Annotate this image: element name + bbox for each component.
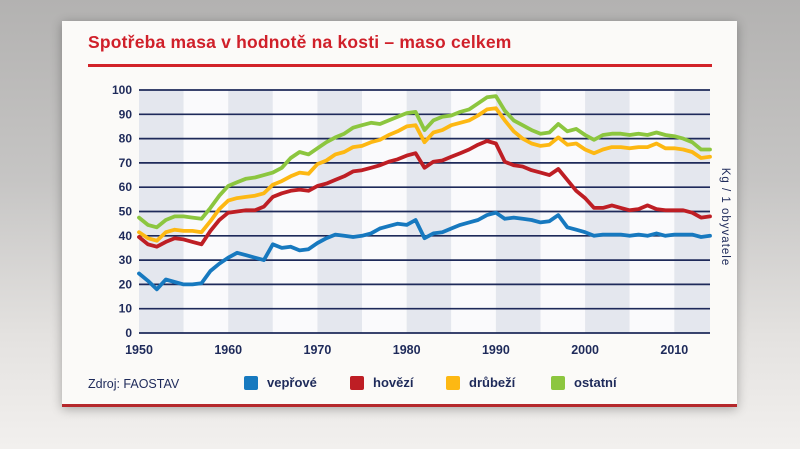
chart-title: Spotřeba masa v hodnotě na kosti – maso … [88,32,512,52]
svg-text:2010: 2010 [660,343,688,357]
svg-text:60: 60 [119,180,133,194]
legend-label: ostatní [574,375,617,390]
source-label: Zdroj: FAOSTAV [88,377,180,391]
legend-swatch [350,375,364,390]
svg-text:2000: 2000 [571,343,599,357]
legend-item-veprove: vepřové [244,375,317,390]
legend-label: vepřové [267,375,317,390]
svg-text:40: 40 [119,229,133,243]
svg-text:20: 20 [119,277,133,291]
svg-text:1980: 1980 [393,343,421,357]
svg-text:1970: 1970 [304,343,332,357]
title-divider [88,64,712,67]
legend-item-ostatni: ostatní [551,375,617,390]
svg-text:1950: 1950 [125,343,153,357]
svg-text:50: 50 [119,205,133,219]
svg-text:0: 0 [125,326,132,340]
svg-text:Kg / 1 obyvatele: Kg / 1 obyvatele [719,168,731,266]
svg-text:1990: 1990 [482,343,510,357]
legend-swatch [446,375,460,390]
legend-swatch [551,375,565,390]
legend-item-hovezi: hovězí [350,375,413,390]
svg-text:30: 30 [119,253,133,267]
svg-text:10: 10 [119,302,133,316]
line-chart: 0 10 20 30 40 50 60 70 80 90 100 1950 1960 1970 1980 19… [112,83,731,357]
legend-item-drubezi: drůbeží [446,375,515,390]
legend-label: hovězí [373,375,414,390]
svg-text:70: 70 [119,156,133,170]
svg-text:80: 80 [119,132,133,146]
legend-swatch [244,375,258,390]
svg-text:90: 90 [119,107,133,121]
chart-footer: Zdroj: FAOSTAV vepřové hovězí drůbeží os… [62,375,737,395]
legend-label: drůbeží [469,375,516,390]
chart-panel: Spotřeba masa v hodnotě na kosti – maso … [62,21,737,407]
svg-text:1960: 1960 [214,343,242,357]
svg-text:100: 100 [112,83,132,97]
